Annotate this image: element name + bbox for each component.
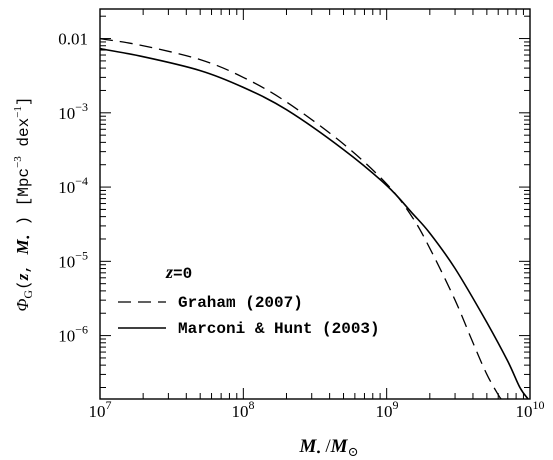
axis-ticks <box>99 9 531 399</box>
y-tick-label-1e-3: 10−3 <box>58 100 88 123</box>
series-line-marconi-hunt <box>100 47 529 399</box>
plot-frame <box>99 8 531 400</box>
legend-label-marconi-hunt: Marconi & Hunt (2003) <box>178 320 380 338</box>
y-axis-label: ΦG(z, M• ) [Mpc−3 dex−1] <box>12 96 35 311</box>
x-tick-label-1e7: 107 <box>89 398 112 421</box>
y-tick-label-1e-5: 10−5 <box>58 248 88 271</box>
legend-label-graham: Graham (2007) <box>178 294 303 312</box>
y-tick-label-1e-6: 10−6 <box>58 323 88 346</box>
data-lines <box>100 37 529 399</box>
y-tick-label-1e-4: 10−4 <box>58 174 88 197</box>
legend: z=0 Graham (2007) Marconi & Hunt (2003) <box>118 262 380 338</box>
redshift-annotation: z=0 <box>165 262 192 283</box>
plot-area <box>100 9 530 399</box>
x-axis-label: M• /M⊙ <box>299 436 359 459</box>
x-tick-label-1e10: 1010 <box>516 398 545 421</box>
x-tick-label-1e9: 109 <box>376 398 399 421</box>
y-tick-label-0.01: 0.01 <box>58 30 88 49</box>
x-tick-label-1e8: 108 <box>232 398 255 421</box>
